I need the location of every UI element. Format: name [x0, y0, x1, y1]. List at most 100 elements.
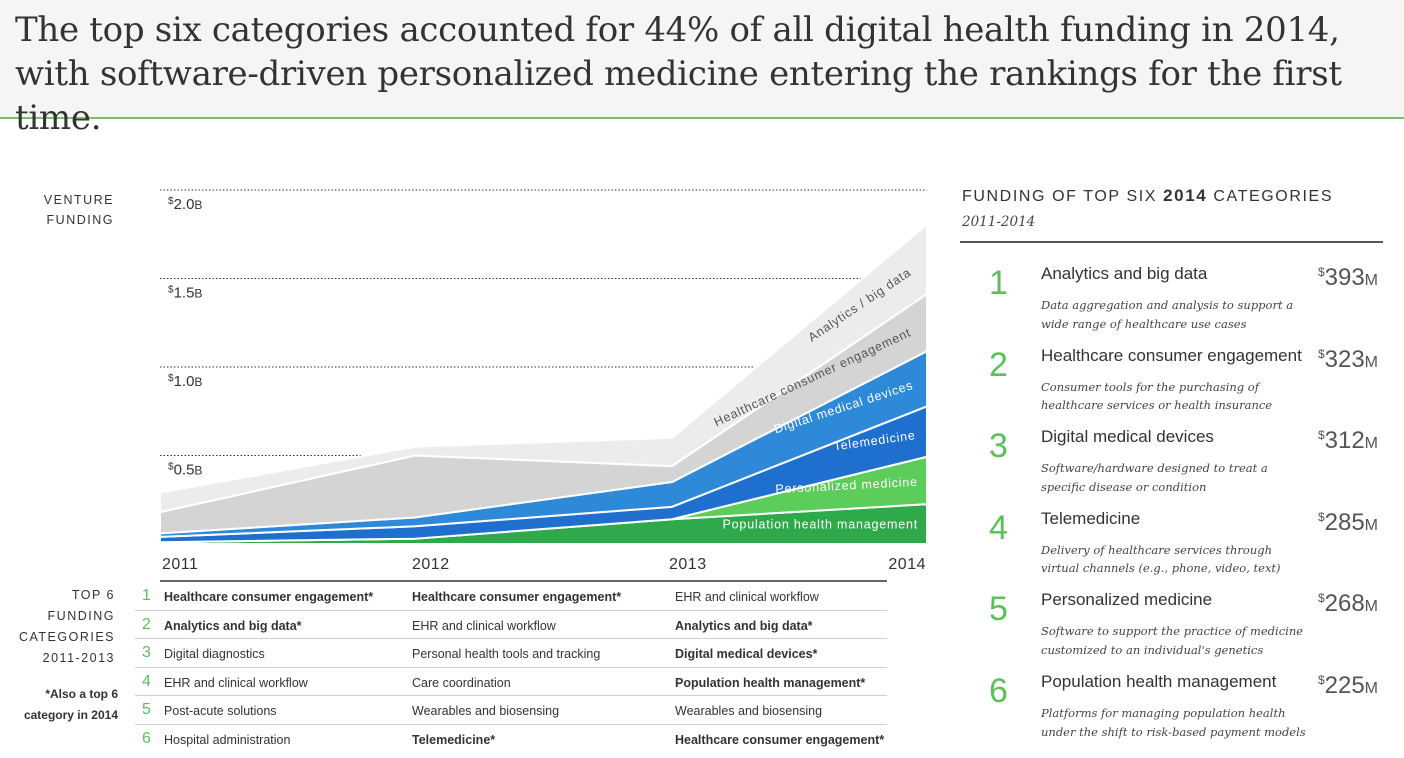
description-line: Delivery of healthcare services through: [1041, 542, 1273, 557]
x-tick-label: 2013: [669, 556, 707, 573]
x-tick-label: 2011: [162, 556, 198, 573]
table-cell-2012: Healthcare consumer engagement*: [412, 590, 622, 604]
area-analytics-big-data: [159, 223, 928, 514]
rank-number: 3: [142, 644, 151, 661]
page-title: The top six categories accounted for 44%…: [15, 10, 1342, 138]
currency-symbol: $: [1317, 673, 1325, 687]
category-name: Personalized medicine: [1041, 590, 1213, 610]
table-cell-2013: Analytics and big data*: [675, 618, 813, 633]
description-line: Platforms for managing population health: [1041, 706, 1286, 720]
description-line: customized to an individual's genetics: [1041, 642, 1264, 657]
category-amount: $312M: [1318, 427, 1378, 455]
category-description: Software/hardware designed to treat a spe…: [1041, 459, 1311, 496]
table-row: 2 Analytics and big data* EHR and clinical…: [135, 611, 887, 639]
table-row: 6 Hospital administration Telemedicine* Hea…: [135, 725, 887, 754]
table-side-label: TOP 6 FUNDING CATEGORIES 2011-2013: [10, 585, 115, 669]
ranking-table: 1 Healthcare consumer engagement* Healthca…: [135, 582, 887, 753]
category-item: 6 Population health management $225M Platfo…: [960, 672, 1384, 752]
amount-unit: M: [1364, 598, 1378, 616]
panel-title-year: 2014: [1163, 186, 1208, 205]
currency-symbol: $: [1317, 265, 1325, 279]
amount-unit: M: [1364, 353, 1378, 371]
description-line: virtual channels (e.g., phone, video, te…: [1041, 561, 1281, 576]
table-cell-2011: Analytics and big data*: [164, 618, 302, 633]
table-cell-2012: Personal health tools and tracking: [412, 647, 601, 661]
currency-symbol: $: [1317, 346, 1325, 361]
amount-value: 268: [1324, 590, 1365, 618]
description-line: Software to support the practice of medi…: [1041, 624, 1304, 639]
category-rank: 4: [989, 508, 1008, 547]
panel-subtitle: 2011-2014: [962, 214, 1036, 230]
panel-title: FUNDING OF TOP SIX 2014 CATEGORIES: [962, 186, 1382, 206]
table-cell-2011: Digital diagnostics: [164, 647, 265, 661]
table-cell-2012: Care coordination: [412, 675, 511, 690]
description-line: wide range of healthcare use cases: [1041, 316, 1247, 331]
table-cell-2011: Post-acute solutions: [164, 704, 277, 718]
table-cell-2013: Healthcare consumer engagement*: [675, 732, 885, 747]
amount-value: 285: [1324, 508, 1365, 536]
rank-number: 5: [142, 701, 151, 718]
category-item: 2 Healthcare consumer engagement $323M Cons…: [960, 346, 1384, 426]
y-tick-label: $1.5B: [168, 285, 202, 302]
table-cell-2013: EHR and clinical workflow: [675, 590, 819, 604]
category-item: 5 Personalized medicine $268M Software to s…: [960, 590, 1384, 670]
category-description: Data aggregation and analysis to support…: [1041, 296, 1311, 333]
category-description: Consumer tools for the purchasing of heal…: [1041, 378, 1311, 415]
category-item: 4 Telemedicine $285M Delivery of healthcare…: [960, 509, 1384, 589]
category-amount: $225M: [1318, 672, 1378, 700]
y-tick-label: $0.5B: [168, 462, 202, 479]
category-description: Platforms for managing population health…: [1041, 704, 1311, 741]
x-tick-label: 2014: [888, 556, 926, 573]
amount-unit: M: [1364, 272, 1378, 289]
category-rank: 3: [989, 427, 1008, 466]
series-label: Population health management: [723, 517, 918, 531]
category-amount: $323M: [1318, 346, 1378, 374]
rank-number: 2: [142, 615, 151, 633]
panel-divider: [960, 241, 1383, 243]
table-row: 4 EHR and clinical workflow Care coordinat…: [135, 668, 887, 696]
y-tick-label: $2.0B: [168, 196, 202, 213]
category-rank: 1: [989, 264, 1008, 302]
rank-number: 4: [142, 672, 151, 690]
category-name: Analytics and big data: [1041, 264, 1208, 283]
amount-value: 312: [1324, 427, 1365, 455]
table-row: 5 Post-acute solutions Wearables and biose…: [135, 696, 887, 725]
table-cell-2013: Wearables and biosensing: [675, 704, 823, 718]
table-side-line: 2011-2013: [42, 651, 115, 665]
category-rank: 6: [989, 672, 1008, 710]
y-axis-title: VENTURE FUNDING: [43, 193, 114, 227]
amount-unit: M: [1364, 516, 1378, 534]
category-amount: $268M: [1318, 590, 1378, 618]
category-amount: $393M: [1318, 264, 1378, 292]
table-cell-2012: EHR and clinical workflow: [412, 618, 556, 633]
rank-number: 1: [142, 587, 151, 604]
currency-symbol: $: [1317, 428, 1325, 443]
description-line: under the shift to risk-based payment mo…: [1041, 724, 1306, 739]
category-name: Healthcare consumer engagement: [1041, 345, 1302, 365]
category-item: 1 Analytics and big data $393M Data aggrega…: [960, 264, 1384, 344]
description-line: Software/hardware designed to treat a: [1041, 461, 1268, 476]
header-banner: The top six categories accounted for 44%…: [0, 0, 1404, 138]
description-line: Consumer tools for the purchasing of: [1041, 379, 1259, 394]
category-rank: 5: [989, 590, 1008, 629]
amount-value: 393: [1324, 264, 1365, 291]
table-row: 3 Digital diagnostics Personal health tool…: [135, 639, 887, 668]
category-name: Digital medical devices: [1041, 427, 1214, 447]
table-row: 1 Healthcare consumer engagement* Healthca…: [135, 582, 887, 611]
amount-unit: M: [1364, 680, 1378, 697]
table-note-line: *Also a top 6: [45, 687, 118, 701]
table-cell-2011: Hospital administration: [164, 732, 291, 747]
category-name: Telemedicine: [1041, 508, 1141, 528]
table-cell-2012: Wearables and biosensing: [412, 704, 560, 718]
category-description: Delivery of healthcare services through v…: [1041, 541, 1311, 578]
table-note-line: category in 2014: [23, 708, 118, 722]
table-cell-2013: Digital medical devices*: [675, 647, 818, 661]
description-line: Data aggregation and analysis to support…: [1041, 298, 1294, 312]
category-description: Software to support the practice of medi…: [1041, 622, 1311, 659]
amount-value: 323: [1324, 345, 1365, 373]
description-line: healthcare services or health insurance: [1041, 398, 1273, 413]
category-name: Population health management: [1041, 672, 1277, 691]
y-tick-label: $1.0B: [168, 373, 202, 390]
table-footnote: *Also a top 6 category in 2014: [10, 684, 118, 726]
table-cell-2011: Healthcare consumer engagement*: [164, 590, 374, 604]
